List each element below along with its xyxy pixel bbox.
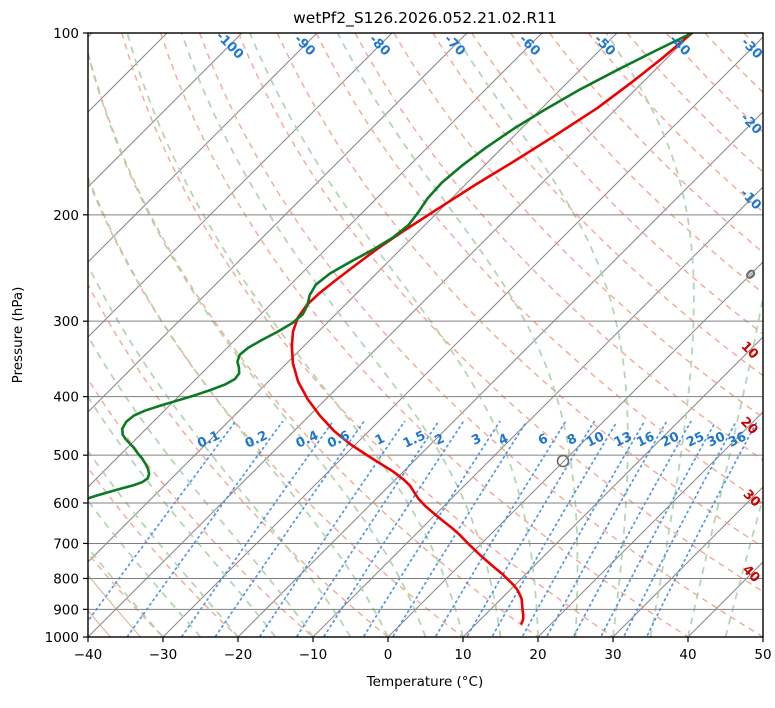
x-tick-label: −30 bbox=[149, 647, 178, 663]
sounding-traces bbox=[88, 33, 694, 625]
mixing-ratio-label: 1.5 bbox=[401, 428, 428, 451]
y-tick-label: 600 bbox=[53, 496, 79, 512]
y-axis-label: Pressure (hPa) bbox=[10, 287, 26, 384]
plot-border bbox=[87, 32, 764, 638]
x-tick-label: −20 bbox=[224, 647, 253, 663]
mixing-ratio-label: 30 bbox=[705, 429, 728, 450]
mixing-ratio-label: 10 bbox=[584, 429, 607, 450]
mixing-ratio-label: 20 bbox=[659, 429, 682, 450]
x-tick-label: 10 bbox=[454, 647, 471, 663]
background-grid bbox=[88, 33, 763, 637]
chart-markers bbox=[556, 454, 570, 468]
y-tick-label: 400 bbox=[53, 390, 79, 406]
x-tick-label: −10 bbox=[299, 647, 328, 663]
x-tick-label: 0 bbox=[384, 647, 393, 663]
x-tick-label: 40 bbox=[679, 647, 696, 663]
y-tick-label: 1000 bbox=[45, 630, 79, 646]
mixing-ratio-label: 0.2 bbox=[243, 428, 270, 451]
y-tick-label: 200 bbox=[53, 208, 79, 224]
mixing-ratio-label: 6 bbox=[536, 431, 551, 448]
x-tick-label: 50 bbox=[754, 647, 771, 663]
axis-ticks: −40 −30 −20 −10 0 10 20 30 40 5010020030040050060… bbox=[45, 26, 772, 663]
y-tick-label: 300 bbox=[53, 314, 79, 330]
y-tick-label: 800 bbox=[53, 571, 79, 587]
mixing-ratio-label: 0.4 bbox=[294, 428, 321, 451]
mixing-ratio-label: 1 bbox=[373, 431, 388, 448]
mixing-ratio-label: 2 bbox=[432, 431, 447, 448]
x-tick-label: −40 bbox=[74, 647, 103, 663]
lcl-marker bbox=[556, 454, 570, 468]
y-tick-label: 700 bbox=[53, 536, 79, 552]
mixing-ratio-label: 25 bbox=[684, 429, 707, 450]
mixing-ratio-label: 16 bbox=[634, 429, 657, 450]
y-tick-label: 100 bbox=[53, 26, 79, 42]
y-tick-label: 900 bbox=[53, 602, 79, 618]
trace-dewpoint bbox=[88, 33, 694, 500]
x-axis-label: Temperature (°C) bbox=[366, 674, 484, 690]
mixing-ratio-label: 13 bbox=[612, 429, 635, 450]
chart-title: wetPf2_S126.2026.052.21.02.R11 bbox=[293, 9, 557, 28]
inline-labels: -100 -90 -80 -70 -60 -50 -40 -30-20-10010203040… bbox=[195, 33, 763, 586]
mixing-ratio-label: 3 bbox=[469, 431, 484, 448]
mixing-ratio-label: 0.6 bbox=[325, 428, 352, 451]
y-tick-label: 500 bbox=[53, 448, 79, 464]
trace-temperature bbox=[290, 33, 694, 625]
mixing-ratio-label: 8 bbox=[565, 431, 580, 448]
x-tick-label: 20 bbox=[529, 647, 546, 663]
mixing-ratio-label: 4 bbox=[496, 431, 511, 448]
mixing-ratio-label: 36 bbox=[726, 429, 749, 450]
axis-gridlines bbox=[88, 32, 763, 638]
x-tick-label: 30 bbox=[604, 647, 621, 663]
